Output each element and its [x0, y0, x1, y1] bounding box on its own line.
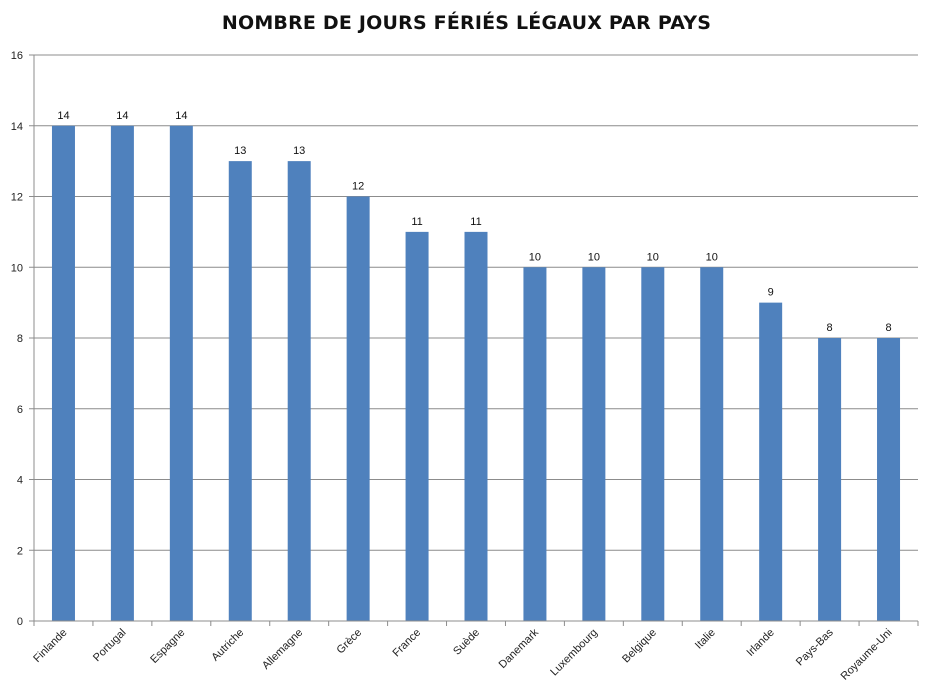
data-label: 13 — [234, 145, 246, 157]
data-label: 8 — [827, 322, 833, 334]
y-tick-label: 12 — [11, 192, 23, 204]
category-label: France — [390, 627, 423, 660]
y-tick-label: 14 — [11, 121, 23, 133]
bar — [464, 231, 488, 621]
y-tick-label: 10 — [11, 262, 23, 274]
data-label: 10 — [706, 251, 718, 263]
category-label: Luxembourg — [548, 627, 600, 679]
data-label: 9 — [768, 287, 774, 299]
chart-title: NOMBRE DE JOURS FÉRIÉS LÉGAUX PAR PAYS — [221, 12, 712, 34]
category-labels: Finlande Portugal Espagne Autriche Allemagne… — [31, 626, 894, 682]
category-label: Espagne — [148, 627, 187, 666]
category-label: Allemagne — [260, 627, 305, 672]
data-label: 10 — [588, 251, 600, 263]
data-label: 10 — [529, 251, 541, 263]
bar — [759, 302, 783, 621]
data-labels: 14 14 14 13 13 12 11 11 10 10 10 10 9 8 8 — [57, 110, 891, 334]
bar — [346, 196, 370, 621]
bar — [877, 338, 901, 621]
y-tick-label: 16 — [11, 50, 23, 62]
data-label: 13 — [293, 145, 305, 157]
category-label: Irlande — [745, 627, 777, 659]
data-label: 11 — [411, 216, 422, 228]
bar — [641, 267, 665, 621]
category-label: Suède — [451, 627, 482, 658]
bar — [523, 267, 547, 621]
y-tick-label: 8 — [17, 333, 23, 345]
category-label: Finlande — [31, 627, 69, 665]
data-label: 12 — [352, 181, 364, 193]
bar — [169, 125, 193, 621]
y-tick-label: 6 — [17, 404, 23, 416]
bar — [818, 338, 842, 621]
bar — [51, 125, 75, 621]
category-label: Danemark — [497, 626, 542, 671]
category-label: Grèce — [335, 627, 365, 657]
axes — [29, 54, 919, 626]
y-tick-label: 2 — [17, 545, 23, 557]
category-label: Portugal — [91, 627, 128, 664]
y-tick-labels: 0 2 4 6 8 10 12 14 16 — [11, 50, 23, 628]
category-label: Pays-Bas — [794, 626, 836, 668]
category-label: Belgique — [620, 627, 659, 666]
data-label: 8 — [885, 322, 891, 334]
bar — [110, 125, 134, 621]
category-label: Autriche — [209, 627, 246, 664]
data-label: 14 — [57, 110, 69, 122]
category-label: Royaume-Uni — [839, 627, 895, 683]
bar — [228, 161, 252, 621]
y-tick-label: 0 — [17, 616, 23, 628]
bar — [287, 161, 311, 621]
data-label: 10 — [647, 251, 659, 263]
data-label: 11 — [470, 216, 481, 228]
bar — [700, 267, 724, 621]
bar — [582, 267, 606, 621]
data-label: 14 — [116, 110, 128, 122]
bar — [405, 231, 429, 621]
y-tick-label: 4 — [17, 475, 23, 487]
bars — [51, 125, 901, 621]
data-label: 14 — [175, 110, 187, 122]
category-label: Italie — [693, 627, 718, 652]
